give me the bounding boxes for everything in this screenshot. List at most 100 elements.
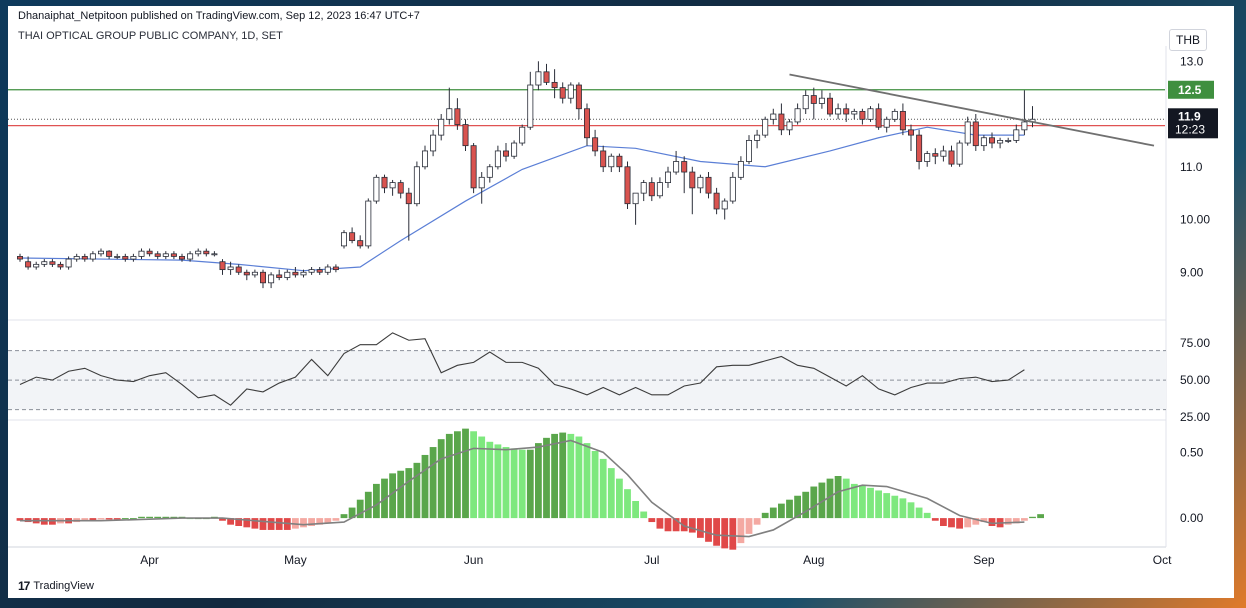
candle-body bbox=[292, 271, 299, 276]
histogram-bar bbox=[235, 518, 243, 526]
candle-body bbox=[891, 110, 898, 120]
candle bbox=[146, 248, 153, 257]
candle bbox=[227, 261, 234, 275]
histogram-bar bbox=[146, 516, 153, 519]
candle-body bbox=[948, 150, 955, 165]
histogram-bar bbox=[834, 476, 842, 519]
signal-line bbox=[20, 439, 1025, 538]
candle bbox=[551, 69, 558, 99]
candle-body bbox=[535, 71, 542, 86]
histogram-bar bbox=[227, 518, 234, 525]
histogram-bar bbox=[494, 444, 502, 519]
candle-body bbox=[33, 263, 40, 268]
month-label: Aug bbox=[803, 553, 824, 567]
candle-body bbox=[405, 192, 412, 205]
histogram-bar bbox=[575, 436, 583, 519]
candle-body bbox=[640, 182, 647, 194]
histogram-bar bbox=[170, 516, 178, 519]
histogram-bar bbox=[130, 518, 137, 520]
histogram-bar bbox=[81, 518, 89, 521]
candle-body bbox=[430, 134, 437, 152]
histogram-bar bbox=[632, 501, 639, 519]
footer-brand[interactable]: TradingView bbox=[33, 580, 94, 592]
histogram-bar bbox=[850, 483, 858, 519]
candle-body bbox=[340, 232, 347, 247]
candle-body bbox=[762, 118, 769, 136]
candle-body bbox=[673, 161, 680, 173]
candle-body bbox=[49, 261, 56, 265]
candle bbox=[948, 145, 955, 167]
month-label: Oct bbox=[1153, 553, 1172, 567]
candle bbox=[810, 87, 817, 120]
histogram-bar bbox=[16, 518, 24, 521]
candle bbox=[106, 250, 113, 260]
candle bbox=[235, 264, 242, 275]
histogram-bar bbox=[964, 518, 972, 528]
candle-body bbox=[65, 258, 72, 268]
candle-body bbox=[494, 150, 501, 168]
candle-body bbox=[608, 155, 615, 168]
histogram-bar bbox=[275, 518, 283, 530]
histogram-bar bbox=[502, 447, 510, 519]
candle bbox=[365, 198, 372, 249]
candle-body bbox=[859, 110, 866, 120]
candle bbox=[608, 153, 615, 173]
chart-canvas[interactable]: 13.011.010.009.0012.511.811.912:2375.005… bbox=[8, 6, 1234, 571]
month-label: May bbox=[284, 553, 307, 567]
histogram-bar bbox=[826, 478, 834, 519]
candle bbox=[875, 103, 882, 130]
candle bbox=[308, 266, 315, 275]
histogram-bar bbox=[535, 443, 542, 519]
candle-body bbox=[98, 250, 105, 255]
candle-body bbox=[908, 129, 915, 136]
histogram-bar bbox=[583, 443, 591, 519]
histogram-bar bbox=[1029, 516, 1036, 519]
candle-body bbox=[681, 161, 688, 173]
candle bbox=[73, 253, 80, 262]
candle-body bbox=[251, 271, 258, 276]
candle bbox=[989, 132, 996, 149]
candle-body bbox=[381, 176, 388, 189]
month-label: Sep bbox=[973, 553, 995, 567]
candle bbox=[729, 172, 736, 204]
candle bbox=[964, 116, 971, 146]
candle-body bbox=[883, 118, 890, 128]
candle bbox=[340, 230, 347, 249]
histogram-bar bbox=[786, 499, 793, 519]
histogram-bar bbox=[624, 489, 631, 519]
chart-title: THAI OPTICAL GROUP PUBLIC COMPANY, 1D, S… bbox=[18, 30, 283, 42]
histogram-bar bbox=[518, 449, 526, 519]
histogram-bar bbox=[859, 485, 866, 519]
candle bbox=[122, 253, 129, 262]
candle-body bbox=[559, 87, 566, 99]
currency-selector[interactable]: THB bbox=[1169, 29, 1207, 51]
candle bbox=[470, 143, 477, 194]
candle bbox=[81, 253, 88, 262]
histogram-bar bbox=[697, 518, 704, 538]
candle bbox=[349, 227, 356, 244]
histogram-bar bbox=[1021, 518, 1028, 521]
candle-body bbox=[980, 137, 987, 147]
histogram-bar bbox=[980, 518, 988, 523]
candle bbox=[446, 87, 453, 125]
histogram-bar bbox=[470, 431, 477, 519]
candle-body bbox=[729, 176, 736, 202]
histogram-bar bbox=[429, 447, 437, 519]
histogram-bar bbox=[356, 499, 364, 519]
resistance-tag-label: 12.5 bbox=[1178, 83, 1202, 97]
candle bbox=[656, 177, 663, 199]
candle-body bbox=[786, 121, 793, 131]
candle-body bbox=[73, 256, 80, 260]
candle-body bbox=[721, 200, 728, 210]
candle bbox=[430, 129, 437, 157]
rsi-tick-label: 75.00 bbox=[1180, 336, 1210, 350]
candle-body bbox=[875, 108, 882, 128]
candle bbox=[1005, 137, 1012, 144]
histogram-bar bbox=[591, 451, 599, 519]
candle-body bbox=[956, 142, 963, 165]
candle-body bbox=[219, 261, 226, 271]
candle-body bbox=[746, 139, 753, 162]
candle bbox=[843, 103, 850, 122]
candle-body bbox=[438, 118, 445, 136]
histogram-bar bbox=[883, 493, 891, 519]
